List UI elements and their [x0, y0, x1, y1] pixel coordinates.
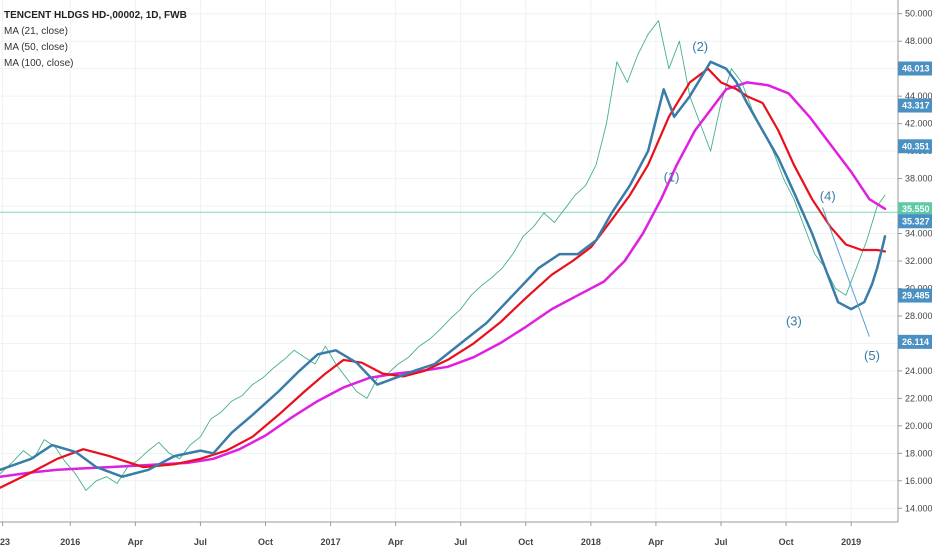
price-label-bg	[898, 98, 932, 113]
series-line-ma-50-close-	[0, 67, 887, 489]
legend-ma100[interactable]: MA (100, close)	[4, 58, 74, 69]
x-tick-label: 2016	[60, 537, 80, 547]
y-tick-label: 20.000	[905, 421, 932, 431]
x-tick-label: Oct	[258, 537, 273, 547]
price-label-bg	[898, 202, 932, 217]
y-tick-label: 24.000	[905, 366, 932, 376]
y-tick-label: 42.000	[905, 119, 932, 129]
x-tick-label: Oct	[779, 537, 794, 547]
price-label-bg	[898, 214, 932, 229]
price-label: 43.317	[902, 101, 930, 111]
price-label: 26.114	[902, 337, 929, 347]
x-tick-label: Jul	[194, 537, 207, 547]
wave-label: (2)	[692, 39, 708, 54]
x-tick-label: 2019	[841, 537, 861, 547]
legend-ma21[interactable]: MA (21, close)	[4, 26, 68, 37]
wave-label: (3)	[786, 314, 802, 329]
price-label-bg	[898, 334, 932, 349]
x-tick-label: Apr	[648, 537, 664, 547]
legend-ma50[interactable]: MA (50, close)	[4, 42, 68, 53]
y-tick-label: 32.000	[905, 256, 932, 266]
wave-label: (5)	[864, 348, 880, 363]
price-label: 40.351	[902, 141, 930, 151]
x-tick-label: 2017	[321, 537, 341, 547]
y-tick-label: 44.000	[905, 91, 932, 101]
series-line-ma-21-close-	[0, 60, 887, 478]
x-tick-label: 2018	[581, 537, 601, 547]
y-tick-label: 38.000	[905, 174, 932, 184]
x-tick-label: Apr	[128, 537, 144, 547]
grid	[0, 0, 898, 522]
wave-label: (1)	[664, 169, 680, 184]
x-tick-label: 23	[0, 537, 10, 547]
y-tick-label: 18.000	[905, 448, 932, 458]
price-label-bg	[898, 61, 932, 76]
x-tick-label: Jul	[714, 537, 727, 547]
x-tick-label: Jul	[454, 537, 467, 547]
x-tick-label: Oct	[518, 537, 533, 547]
series-line-price	[0, 20, 886, 491]
y-tick-label: 28.000	[905, 311, 932, 321]
y-tick-label: 34.000	[905, 229, 932, 239]
price-labels: 46.013 43.317 40.351 35.550 35.327 29.485 26.1…	[898, 61, 932, 349]
y-tick-label: 16.000	[905, 476, 932, 486]
price-label: 46.013	[902, 64, 930, 74]
wave-projection	[822, 207, 870, 337]
series-layer	[0, 20, 887, 491]
price-label: 35.550	[902, 204, 930, 214]
y-tick-label: 50.000	[905, 9, 932, 19]
y-tick-label: 22.000	[905, 393, 932, 403]
projection-line	[822, 207, 870, 337]
chart-legend: TENCENT HLDGS HD-,00002, 1D, FWB MA (21,…	[4, 8, 187, 72]
y-tick-label: 48.000	[905, 36, 932, 46]
y-tick-label: 30.000	[905, 283, 932, 293]
price-label-bg	[898, 139, 932, 154]
wave-labels: (1) (2) (3) (4) (5)	[664, 39, 880, 363]
y-tick-label: 14.000	[905, 503, 932, 513]
chart-title: TENCENT HLDGS HD-,00002, 1D, FWB	[4, 10, 187, 21]
x-tick-label: Apr	[388, 537, 404, 547]
price-label-bg	[898, 288, 932, 303]
price-label: 35.327	[902, 216, 930, 226]
series-line-ma-100-close-	[0, 81, 887, 478]
price-label: 29.485	[902, 291, 930, 301]
wave-label: (4)	[820, 189, 836, 204]
